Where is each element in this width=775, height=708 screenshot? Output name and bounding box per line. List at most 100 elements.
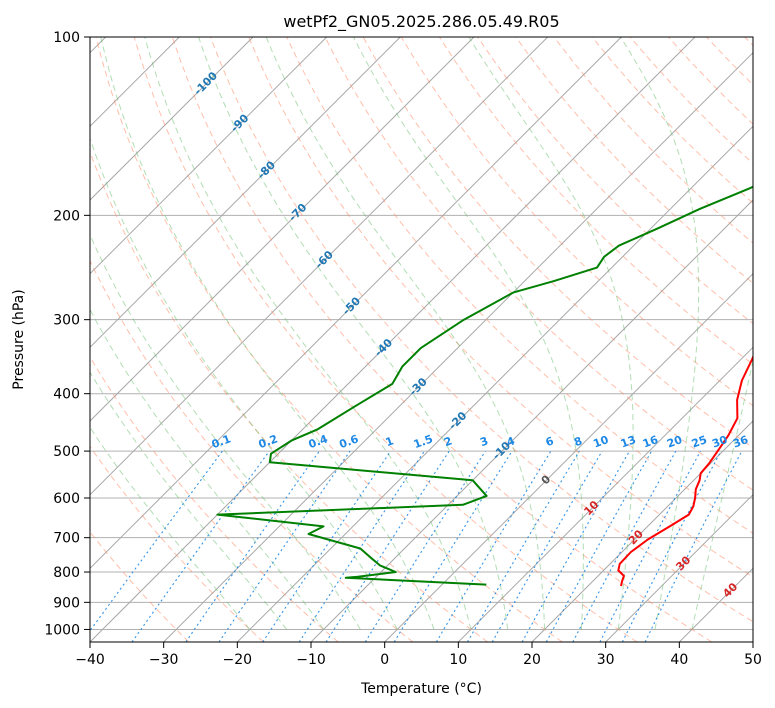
mixing-ratio-label: 1 [384, 434, 396, 449]
moist-adiabat [90, 371, 288, 630]
mixing-ratio-line [521, 450, 630, 642]
plot-frame [89, 36, 754, 643]
mixing-ratio-label: 25 [690, 433, 709, 450]
x-tick-label: −30 [149, 652, 179, 668]
moist-adiabat [468, 37, 634, 630]
moist-adiabat [144, 37, 472, 630]
mixing-ratio-label: 16 [641, 433, 660, 451]
y-tick-label: 300 [53, 313, 80, 329]
mixing-ratio-label: 10 [591, 433, 610, 451]
mixing-ratio-line [90, 450, 223, 632]
temperature-line [617, 354, 753, 587]
y-tick-label: 400 [53, 387, 80, 403]
mixing-ratio-label: 0.2 [257, 432, 280, 451]
isotherm-line [90, 37, 254, 201]
mixing-ratio-line [435, 450, 552, 642]
mixing-ratio-label: 8 [572, 434, 584, 449]
mixing-ratio-label: 0.1 [210, 432, 233, 451]
mixing-ratio-line [467, 450, 580, 642]
dry-adiabat [133, 37, 638, 642]
reference-lines [90, 37, 753, 642]
isotherm-line [90, 37, 328, 275]
moist-adiabat [353, 37, 584, 630]
mixing-ratio-label: 13 [619, 433, 638, 450]
line-labels: 0.1 0.2 0.4 0.6 1 1.5 2 3 4 6 8 10 13 16 20 25 30 36-100-… [191, 69, 750, 600]
isotherm-line [236, 125, 753, 642]
isotherm-line [384, 272, 753, 642]
y-tick-label: 700 [53, 531, 80, 547]
mixing-ratio-line [364, 450, 486, 642]
mixing-ratio-label: 2 [442, 434, 454, 449]
mixing-ratio-line [621, 450, 722, 642]
mixing-ratio-line [599, 450, 701, 642]
dry-adiabat [324, 37, 753, 491]
moist-adiabat [265, 37, 546, 630]
x-tick-label: 0 [380, 652, 389, 668]
x-tick-label: −40 [75, 652, 105, 668]
x-tick-label: 40 [670, 652, 688, 668]
mixing-ratio-line [572, 450, 677, 642]
mixing-ratio-line [545, 450, 653, 642]
y-tick-label: 200 [53, 208, 80, 224]
isotherm-line [90, 37, 696, 642]
isotherm-line [605, 493, 753, 642]
mixing-ratio-line [298, 450, 425, 642]
dry-adiabat [171, 37, 712, 642]
mixing-ratio-line [644, 450, 743, 642]
y-tick-label: 1000 [44, 622, 80, 638]
moist-adiabat [90, 136, 398, 630]
isotherm-line [90, 37, 549, 496]
mixing-ratio-line [393, 450, 513, 642]
mixing-ratio-label: 4 [505, 434, 517, 449]
mixing-ratio-label: 20 [665, 433, 684, 451]
x-tick-label: −20 [223, 652, 253, 668]
mixing-ratio-label: 1.5 [412, 432, 435, 451]
moist-adiabat [100, 37, 435, 630]
dry-adiabat [515, 37, 753, 284]
mixing-ratio-label: 30 [710, 433, 729, 451]
isotherm-line [163, 51, 753, 642]
mixing-ratio-label: 3 [478, 434, 490, 449]
dry-adiabat [286, 37, 753, 534]
data-series [216, 185, 753, 587]
isotherm-line [531, 420, 753, 642]
moist-adiabat [198, 37, 509, 630]
mixing-ratio-line [185, 450, 320, 642]
y-tick-label: 100 [53, 30, 80, 46]
dewpoint-line [216, 185, 753, 586]
dry-adiabat [90, 259, 414, 642]
mixing-ratio-line [491, 450, 603, 642]
dry-adiabat [95, 37, 563, 642]
dry-adiabat [248, 37, 753, 578]
mixing-ratio-line [325, 450, 450, 642]
mixing-ratio-label: 6 [544, 434, 556, 449]
dry-adiabat [90, 445, 264, 642]
isotherm-line [90, 37, 401, 349]
y-axis-title: Pressure (hPa) [11, 289, 27, 389]
y-tick-label: 800 [53, 565, 80, 581]
y-tick-label: 600 [53, 491, 80, 507]
x-tick-label: 20 [523, 652, 541, 668]
x-tick-label: 30 [597, 652, 615, 668]
moist-adiabat [620, 37, 700, 630]
x-tick-label: 50 [744, 652, 762, 668]
mixing-ratio-line [131, 450, 270, 642]
moist-adiabat [90, 233, 361, 630]
dry-adiabat [210, 37, 753, 623]
moist-adiabat [90, 426, 251, 630]
moist-adiabat [90, 308, 324, 630]
mixing-ratio-label: 0.6 [338, 432, 361, 451]
x-tick-label: 10 [449, 652, 467, 668]
chart-title: wetPf2_GN05.2025.286.05.49.R05 [283, 12, 559, 32]
isotherm-line [90, 37, 475, 422]
isotherm-line [457, 346, 753, 642]
isotherm-line [90, 37, 622, 570]
mixing-ratio-label: 36 [731, 433, 750, 451]
mixing-ratio-label: 0.4 [307, 432, 330, 451]
x-tick-label: −10 [296, 652, 326, 668]
plot-area [90, 37, 753, 642]
y-tick-label: 900 [53, 595, 80, 611]
moist-adiabat [691, 358, 753, 630]
y-tick-label: 500 [53, 444, 80, 460]
